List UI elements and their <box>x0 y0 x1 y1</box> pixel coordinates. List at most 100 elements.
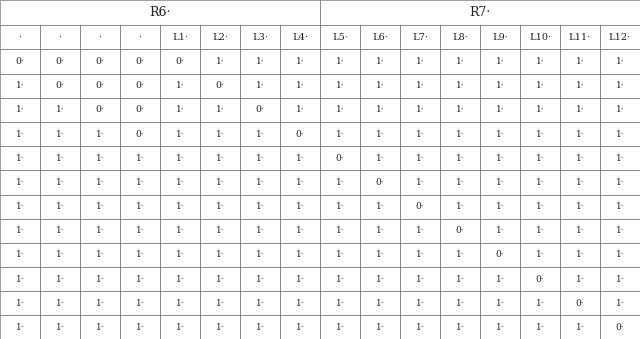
Text: 1·: 1· <box>496 226 504 235</box>
Text: 1·: 1· <box>576 57 584 66</box>
Bar <box>480 170 520 195</box>
Text: 1·: 1· <box>416 275 424 284</box>
Bar <box>560 98 600 122</box>
Bar <box>520 98 560 122</box>
Bar <box>280 170 320 195</box>
Text: 1·: 1· <box>56 154 64 163</box>
Text: 1·: 1· <box>176 105 184 115</box>
Bar <box>400 219 440 243</box>
Text: 1·: 1· <box>336 81 344 90</box>
Text: 1·: 1· <box>256 57 264 66</box>
Text: 1·: 1· <box>296 81 304 90</box>
Text: 1·: 1· <box>576 323 584 332</box>
Bar <box>40 49 80 74</box>
Bar <box>560 291 600 315</box>
Bar <box>520 267 560 291</box>
Bar <box>520 25 560 49</box>
Bar <box>80 98 120 122</box>
Bar <box>280 98 320 122</box>
Bar <box>200 195 240 219</box>
Text: 1·: 1· <box>96 226 104 235</box>
Bar <box>120 195 160 219</box>
Bar <box>0 291 40 315</box>
Text: 1·: 1· <box>376 105 384 115</box>
Bar <box>80 146 120 170</box>
Text: 0·: 0· <box>96 105 104 115</box>
Bar <box>440 219 480 243</box>
Text: 1·: 1· <box>456 129 464 139</box>
Bar <box>120 170 160 195</box>
Bar <box>40 243 80 267</box>
Bar <box>120 219 160 243</box>
Bar <box>480 74 520 98</box>
Text: 1·: 1· <box>496 105 504 115</box>
Bar <box>200 243 240 267</box>
Text: 1·: 1· <box>96 154 104 163</box>
Text: 1·: 1· <box>96 251 104 259</box>
Text: 1·: 1· <box>16 81 24 90</box>
Text: 1·: 1· <box>416 251 424 259</box>
Bar <box>480 122 520 146</box>
Text: 1·: 1· <box>456 251 464 259</box>
Bar <box>600 195 640 219</box>
Bar <box>440 122 480 146</box>
Bar <box>240 170 280 195</box>
Text: L5·: L5· <box>332 33 348 42</box>
Text: 1·: 1· <box>296 178 304 187</box>
Text: 1·: 1· <box>496 202 504 211</box>
Bar <box>600 267 640 291</box>
Text: L6·: L6· <box>372 33 388 42</box>
Bar <box>560 146 600 170</box>
Bar <box>120 267 160 291</box>
Bar <box>480 25 520 49</box>
Bar <box>560 122 600 146</box>
Text: 1·: 1· <box>616 57 624 66</box>
Text: 1·: 1· <box>376 299 384 308</box>
Bar <box>0 49 40 74</box>
Bar <box>240 219 280 243</box>
Bar <box>360 291 400 315</box>
Bar <box>80 74 120 98</box>
Bar <box>480 146 520 170</box>
Bar <box>360 98 400 122</box>
Text: 1·: 1· <box>136 226 144 235</box>
Text: 1·: 1· <box>616 154 624 163</box>
Text: 1·: 1· <box>16 251 24 259</box>
Bar <box>520 146 560 170</box>
Text: 1·: 1· <box>496 81 504 90</box>
Bar <box>200 98 240 122</box>
Text: 1·: 1· <box>416 129 424 139</box>
Text: 1·: 1· <box>56 129 64 139</box>
Text: 0·: 0· <box>56 57 64 66</box>
Text: 1·: 1· <box>256 299 264 308</box>
Text: R7·: R7· <box>469 6 491 19</box>
Text: 1·: 1· <box>536 202 544 211</box>
Text: 1·: 1· <box>376 129 384 139</box>
Text: 1·: 1· <box>336 226 344 235</box>
Text: L11·: L11· <box>569 33 591 42</box>
Text: 1·: 1· <box>496 57 504 66</box>
Bar <box>600 170 640 195</box>
Text: 1·: 1· <box>536 105 544 115</box>
Bar <box>160 98 200 122</box>
Text: 1·: 1· <box>296 202 304 211</box>
Text: 1·: 1· <box>456 275 464 284</box>
Bar <box>160 74 200 98</box>
Bar <box>400 315 440 339</box>
Text: 1·: 1· <box>616 275 624 284</box>
Text: 1·: 1· <box>16 202 24 211</box>
Bar <box>440 267 480 291</box>
Bar <box>400 74 440 98</box>
Bar <box>160 25 200 49</box>
Text: 1·: 1· <box>16 178 24 187</box>
Bar <box>320 25 360 49</box>
Bar <box>440 243 480 267</box>
Text: 1·: 1· <box>256 251 264 259</box>
Bar <box>560 219 600 243</box>
Text: 1·: 1· <box>416 178 424 187</box>
Text: 1·: 1· <box>56 178 64 187</box>
Text: 1·: 1· <box>296 299 304 308</box>
Text: 0·: 0· <box>96 57 104 66</box>
Text: 1·: 1· <box>536 81 544 90</box>
Text: L1·: L1· <box>172 33 188 42</box>
